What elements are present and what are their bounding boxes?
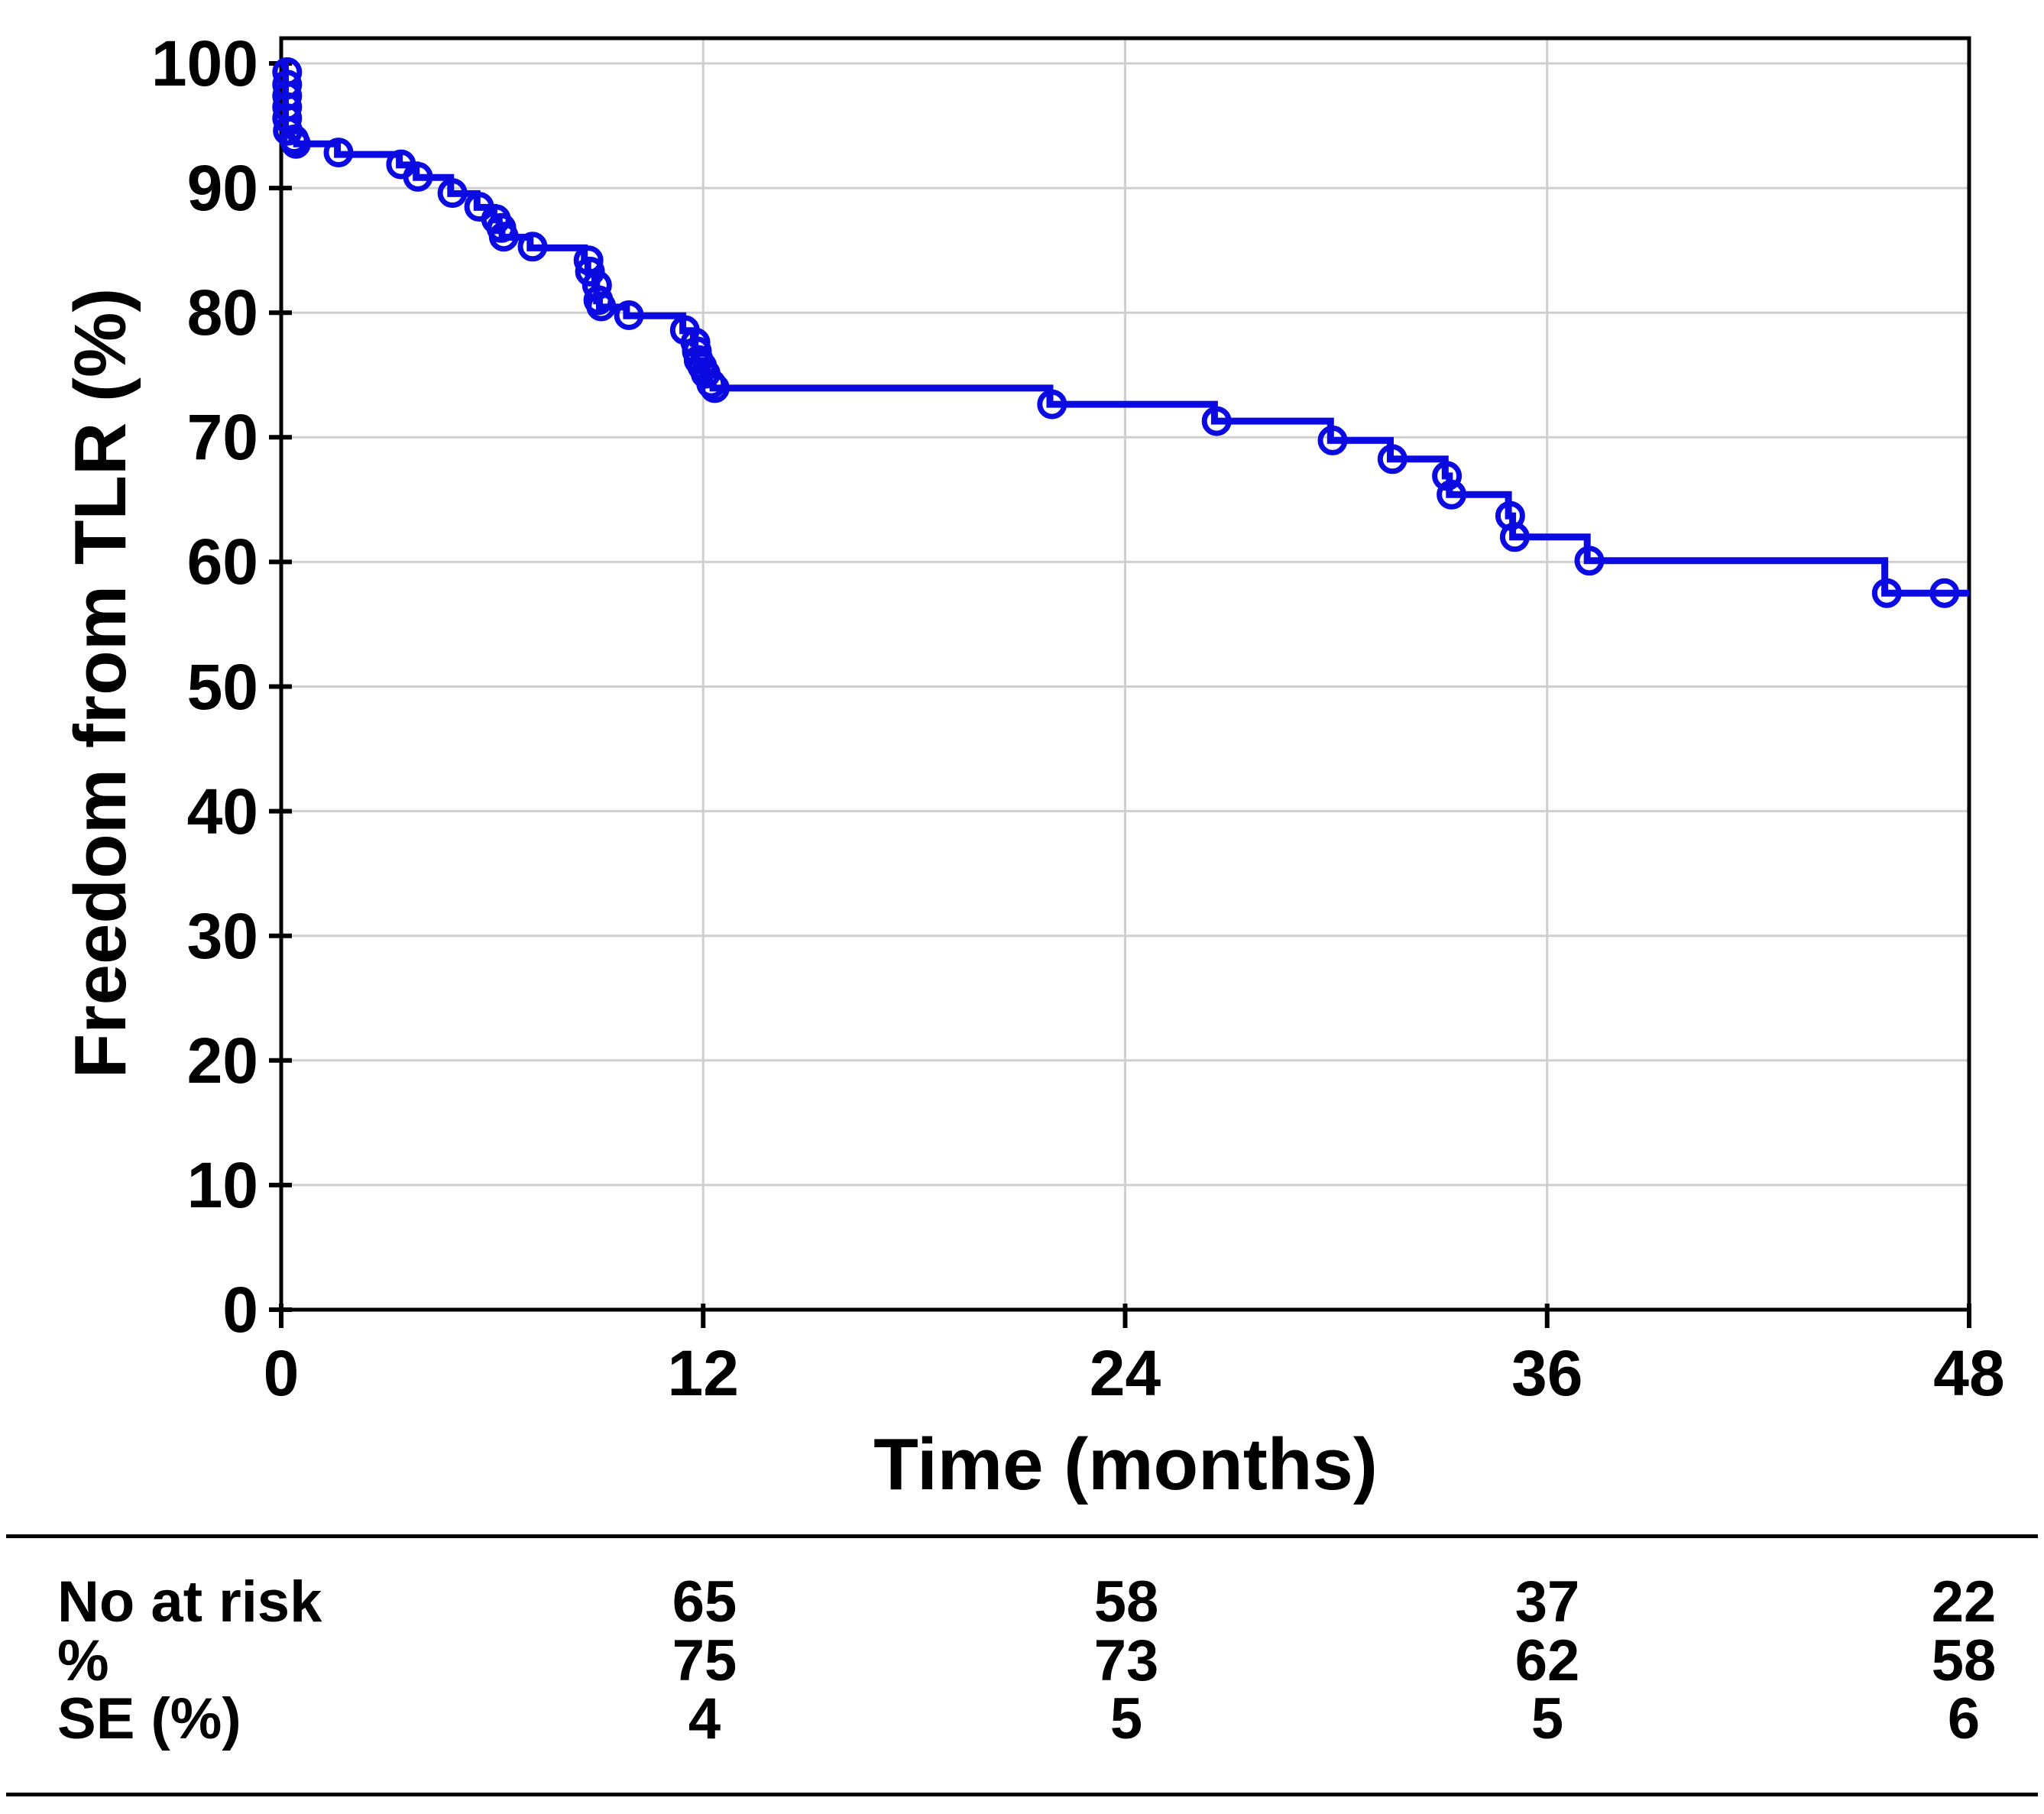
y-tick-label: 40 — [186, 775, 258, 847]
table-cell: 58 — [1093, 1569, 1159, 1634]
table-cell: 22 — [1931, 1569, 1997, 1634]
censor-mark — [1432, 461, 1463, 491]
table-cell: 5 — [1109, 1686, 1143, 1751]
censor-mark — [573, 245, 604, 276]
x-axis-title: Time (months) — [873, 1424, 1378, 1505]
risk-table-row-se: SE (%) 4 5 5 6 — [0, 1689, 2044, 1749]
table-cell: 5 — [1531, 1686, 1564, 1751]
table-cell: 58 — [1931, 1628, 1997, 1693]
risk-table-row-pct: % 75 73 62 58 — [0, 1631, 2044, 1691]
censor-mark — [1201, 406, 1232, 436]
table-cell: 6 — [1947, 1686, 1981, 1751]
censor-mark — [517, 232, 548, 262]
table-top-rule — [6, 1534, 2038, 1538]
x-tick-label: 12 — [667, 1337, 739, 1409]
censor-mark — [280, 128, 311, 159]
y-tick-label: 0 — [222, 1274, 258, 1346]
y-tick-label: 20 — [186, 1024, 258, 1096]
y-tick-label: 30 — [186, 899, 258, 972]
y-tick-label: 50 — [186, 650, 258, 723]
y-tick-label: 10 — [186, 1148, 258, 1221]
table-cell: 73 — [1093, 1628, 1159, 1693]
x-tick-label: 0 — [263, 1337, 300, 1409]
censor-mark — [586, 291, 617, 322]
table-cell: 37 — [1514, 1569, 1580, 1634]
table-cell: 65 — [672, 1569, 737, 1634]
censor-mark — [699, 373, 730, 403]
row-label: SE (%) — [57, 1686, 241, 1751]
censor-mark — [1871, 578, 1902, 608]
table-cell: 4 — [688, 1686, 721, 1751]
censor-mark — [1377, 444, 1407, 475]
km-plot — [269, 36, 1971, 1328]
y-tick-label: 100 — [151, 28, 258, 99]
table-cell: 75 — [672, 1628, 737, 1693]
censor-mark — [1037, 389, 1067, 419]
y-tick-label: 70 — [186, 401, 258, 474]
censor-mark — [488, 222, 519, 252]
censor-mark — [1574, 546, 1605, 576]
censor-mark — [1499, 522, 1530, 552]
row-label: % — [57, 1628, 109, 1693]
risk-table-row-n: No at risk 65 58 37 22 — [0, 1573, 2044, 1632]
censor-mark — [403, 161, 433, 192]
km-curve — [281, 61, 1969, 597]
y-tick-label: 90 — [186, 152, 258, 225]
y-tick-label: 80 — [186, 277, 258, 349]
x-tick-label: 36 — [1511, 1337, 1583, 1409]
censor-mark — [323, 138, 354, 168]
row-label: No at risk — [57, 1569, 322, 1634]
censor-mark — [1437, 479, 1467, 510]
x-tick-label: 48 — [1933, 1337, 2005, 1409]
censor-mark — [1317, 425, 1348, 455]
table-bottom-rule — [6, 1793, 2038, 1796]
table-cell: 62 — [1514, 1628, 1580, 1693]
censor-mark — [1929, 578, 1960, 608]
x-tick-label: 24 — [1089, 1337, 1161, 1409]
censor-mark — [437, 178, 468, 209]
y-tick-label: 60 — [186, 526, 258, 598]
censor-mark — [614, 300, 644, 330]
